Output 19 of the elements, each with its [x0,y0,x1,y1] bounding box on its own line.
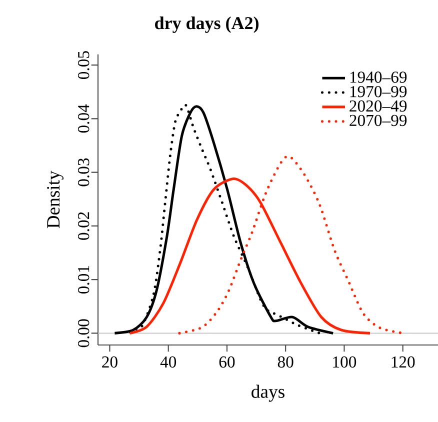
legend-label: 1940–69 [350,72,407,83]
y-tick-label: 0.01 [78,266,90,294]
legend-label: 2020–49 [350,100,407,112]
y-tick-label: 0.04 [78,104,90,133]
x-tick-label: 100 [333,356,356,368]
y-tick-label: 0.00 [78,319,90,348]
y-tick-label: 0.03 [78,158,90,186]
y-tick-label: 0.05 [78,51,90,80]
x-tick-label: 40 [160,356,176,368]
legend-label: 2070–99 [350,114,407,126]
legend-label: 1970–99 [350,86,407,98]
x-tick-label: 60 [219,356,235,368]
x-tick-label: 80 [278,356,294,368]
x-axis-title: days [252,384,284,402]
y-tick-label: 0.02 [78,212,90,240]
x-tick-label: 120 [392,356,415,368]
y-axis-title: Density [47,170,64,228]
x-tick-label: 20 [102,356,118,368]
chart-title: dry days (A2) [155,16,258,33]
